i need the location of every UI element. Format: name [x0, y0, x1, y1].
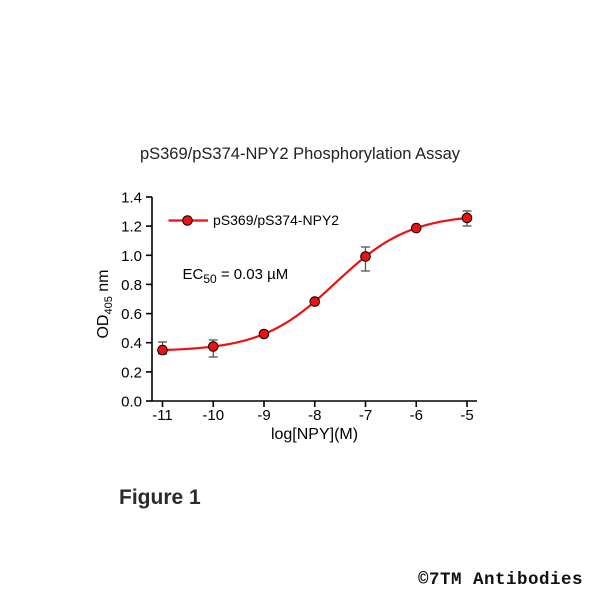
svg-text:pS369/pS374-NPY2: pS369/pS374-NPY2: [213, 212, 339, 228]
svg-text:-7: -7: [359, 407, 372, 424]
svg-text:-8: -8: [308, 407, 321, 424]
svg-text:-6: -6: [410, 407, 423, 424]
svg-text:0.6: 0.6: [121, 306, 142, 323]
svg-text:1.2: 1.2: [121, 219, 142, 236]
svg-text:-5: -5: [460, 407, 473, 424]
svg-text:1.4: 1.4: [121, 190, 142, 207]
svg-text:-11: -11: [152, 407, 173, 424]
svg-text:0.0: 0.0: [121, 394, 142, 411]
svg-text:0.2: 0.2: [121, 364, 142, 381]
svg-text:-10: -10: [202, 407, 224, 424]
svg-text:1.0: 1.0: [121, 248, 142, 265]
svg-text:-9: -9: [257, 407, 270, 424]
svg-text:0.4: 0.4: [121, 335, 142, 352]
svg-text:0.8: 0.8: [121, 277, 142, 294]
